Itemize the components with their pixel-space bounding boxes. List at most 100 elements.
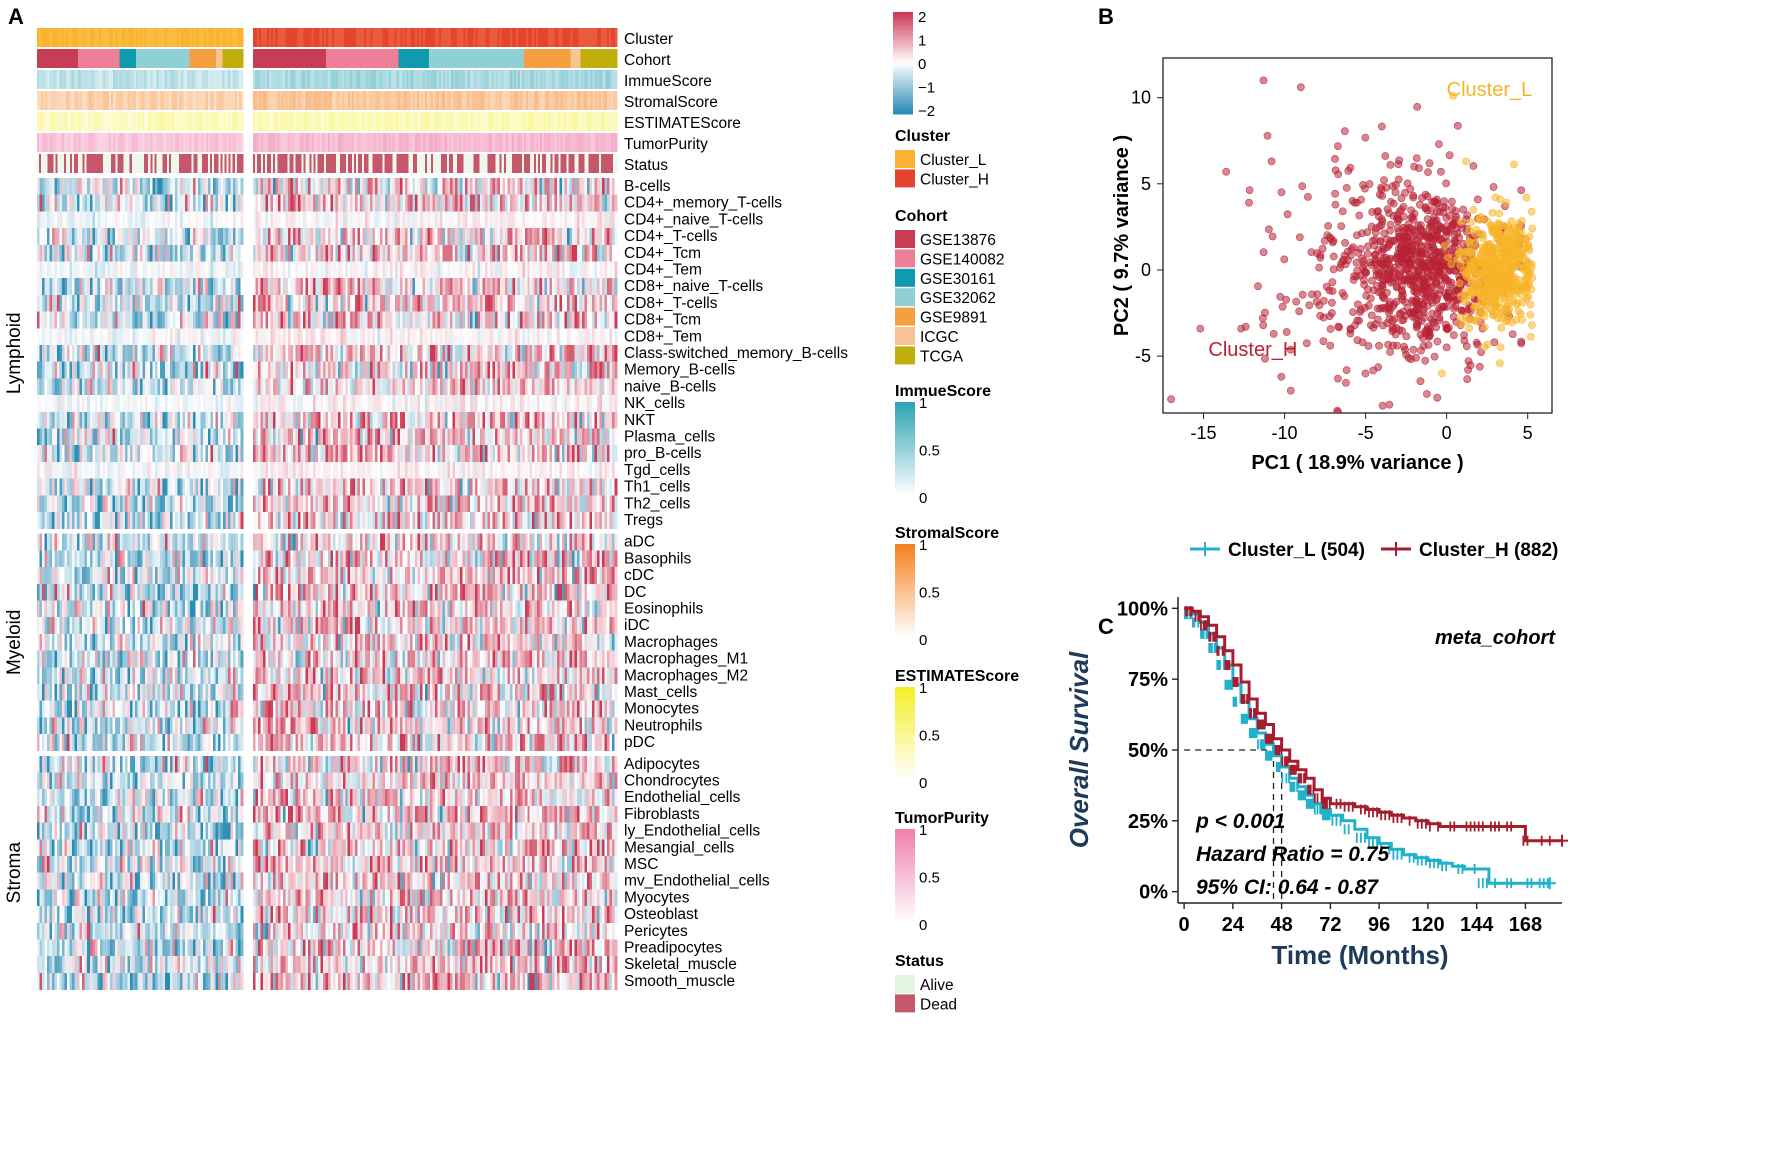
scatter-point [1386,220,1395,229]
row-label: Macrophages [624,634,718,651]
color-scale-tick: −2 [918,103,935,120]
legend-tick: 0.5 [919,443,940,460]
heatmap-row [37,445,618,463]
scatter-point [1513,286,1521,294]
annotation-label: ImmueScore [624,73,712,90]
scatter-point [1429,317,1437,326]
scatter-point [1462,157,1470,166]
scatter-point [1475,362,1484,371]
scatter-point [1277,372,1286,381]
heatmap-row [37,755,618,773]
scatter-point [1442,179,1450,188]
scatter-point [1411,228,1420,237]
heatmap-row [37,378,618,396]
row-label: Memory_B-cells [624,362,735,379]
scatter-point [1473,195,1482,204]
scatter-point [1416,377,1425,386]
scatter-point [1357,195,1365,204]
scatter-point [1340,255,1348,264]
scatter-point [1459,205,1467,214]
heatmap-row [37,650,618,668]
y-tick-label: 0 [1141,260,1151,280]
scatter-point [1440,241,1449,250]
scatter-point [1349,243,1357,252]
scatter-point [1353,336,1362,344]
row-label: Tregs [624,512,663,529]
scatter-point [1482,284,1491,293]
scatter-point [1380,176,1388,185]
legend-swatch [895,307,915,326]
scatter-point [1344,166,1353,175]
stat-annotation: p < 0.001 [1195,810,1285,833]
scatter-point [1385,400,1394,409]
annotation-label: ESTIMATEScore [624,115,741,132]
legend-swatch [895,249,915,268]
scatter-point [1465,237,1474,246]
scatter-point [1261,354,1269,363]
scatter-point [1401,264,1410,273]
scatter-point [1341,127,1349,136]
scatter-point [1435,208,1444,216]
scatter-point [1259,76,1268,85]
cluster-h-label: Cluster_H [1208,339,1297,361]
scatter-point [1376,259,1385,268]
scatter-point [1363,228,1372,236]
scatter-point [1295,233,1304,242]
x-axis-label: PC1 ( 18.9% variance ) [1251,452,1463,474]
legend-tick: 0 [919,490,927,507]
legend-item-label: GSE32062 [920,290,996,307]
scatter-point [1383,269,1392,278]
scatter-point [1527,332,1535,341]
heatmap-row [37,889,618,907]
scatter-point [1368,276,1376,285]
heatmap-row [37,856,618,873]
scatter-point [1331,154,1339,163]
row-label: Endothelial_cells [624,789,741,806]
scatter-point [1465,324,1474,332]
row-label: Monocytes [624,701,699,718]
legend-tick: 0 [919,775,927,792]
legend-tick: 0.5 [919,870,940,887]
scatter-point [1400,342,1408,351]
row-label: B-cells [624,178,671,195]
scatter-point [1508,330,1517,338]
legend-swatch [895,268,915,287]
legend-title: StromalScore [895,525,999,542]
x-tick-label: 0 [1442,423,1452,443]
scatter-point [1282,328,1291,336]
heatmap-group-lymphoid [37,178,618,529]
scatter-point [1331,189,1339,198]
scatter-point [1430,234,1439,243]
scatter-point [1329,265,1338,274]
scatter-point [1352,258,1361,267]
scatter-point [1343,247,1352,256]
scatter-point [1334,374,1342,383]
scatter-point [1326,341,1335,350]
x-tick-label: -5 [1358,423,1374,443]
heatmap-row [37,700,618,718]
heatmap-row [37,872,618,890]
scatter-point [1394,227,1403,236]
row-label: Neutrophils [624,717,703,734]
scatter-point [1417,317,1426,325]
scatter-point [1422,241,1431,250]
scatter-point [1381,152,1390,160]
scatter-point [1465,266,1474,275]
legend-tick: 1 [919,395,927,412]
legend-tick: 0 [919,632,927,649]
scatter-point [1519,237,1528,246]
scatter-point [1407,206,1415,215]
row-label: Skeletal_muscle [624,956,737,973]
scatter-point [1476,215,1484,224]
scatter-point [1470,261,1479,269]
legend-title: ImmueScore [895,383,991,400]
legend-title: Cluster [895,128,950,145]
heatmap-row [37,261,618,279]
legend-gradient [895,402,915,498]
row-label: naive_B-cells [624,378,716,395]
row-group-label: Stroma [4,842,25,904]
scatter-point [1399,202,1408,211]
scatter-point [1451,238,1459,246]
scatter-point [1485,296,1494,304]
scatter-point [1490,261,1499,270]
